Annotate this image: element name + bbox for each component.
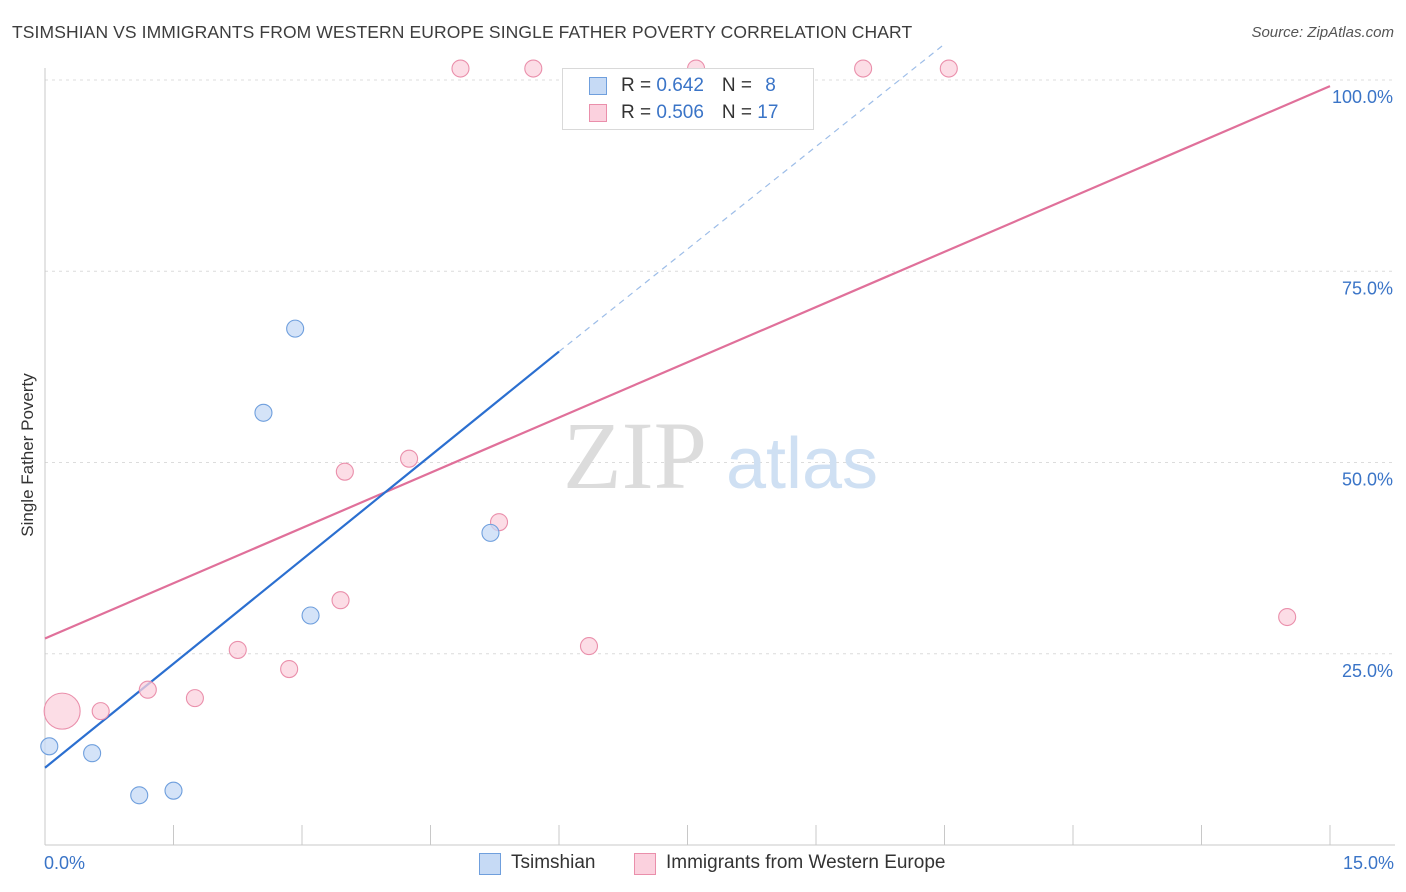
point-immigrants-5[interactable] — [280, 659, 299, 679]
y-tick-label-75: 75.0% — [1342, 278, 1393, 298]
legend-label-tsimshian: Tsimshian — [511, 852, 596, 873]
point-immigrants-4[interactable] — [228, 640, 247, 659]
point-immigrants-2[interactable] — [138, 680, 157, 699]
y-tick-label-100: 100.0% — [1332, 87, 1393, 107]
point-immigrants-11[interactable] — [451, 59, 470, 78]
series-legend: Tsimshian Immigrants from Western Europe — [0, 851, 1406, 877]
trend-lines — [44, 43, 1331, 769]
watermark-atlas: atlas — [726, 424, 878, 504]
x-tick-label-max: 15.0% — [1342, 853, 1394, 873]
point-immigrants-3[interactable] — [185, 689, 204, 708]
y-tick-label-50: 50.0% — [1342, 470, 1393, 490]
point-immigrants-0[interactable] — [43, 692, 81, 730]
point-immigrants-6[interactable] — [331, 591, 350, 610]
point-tsimshian-1[interactable] — [83, 744, 102, 763]
point-tsimshian-2[interactable] — [130, 786, 149, 805]
trend-line-tsimshian — [44, 350, 560, 769]
point-immigrants-12[interactable] — [524, 59, 543, 78]
chart-title: TSIMSHIAN VS IMMIGRANTS FROM WESTERN EUR… — [12, 22, 913, 42]
immigrants-n-value: 17 — [757, 102, 779, 123]
stats-legend: R = 0.642 N = 8 R = 0.506 N = 17 — [562, 68, 814, 130]
point-immigrants-10[interactable] — [579, 637, 599, 656]
tsimshian-r-value: 0.642 — [656, 75, 704, 96]
immigrants-swatch — [589, 104, 607, 122]
point-tsimshian-6[interactable] — [301, 606, 320, 625]
point-immigrants-8[interactable] — [400, 449, 419, 468]
source-label: Source: ZipAtlas.com — [1251, 24, 1394, 41]
legend-label-immigrants: Immigrants from Western Europe — [666, 852, 946, 873]
immigrants-stats: R = 0.506 N = 17 — [621, 102, 779, 123]
point-tsimshian-0[interactable] — [40, 737, 59, 756]
point-immigrants-14[interactable] — [854, 59, 873, 78]
trend-line-immigrants — [44, 85, 1331, 640]
point-immigrants-7[interactable] — [335, 462, 354, 481]
point-immigrants-15[interactable] — [939, 59, 958, 78]
point-immigrants-1[interactable] — [91, 702, 110, 721]
point-tsimshian-4[interactable] — [254, 403, 273, 422]
y-tick-label-25: 25.0% — [1342, 661, 1393, 681]
tsimshian-swatch — [589, 77, 607, 95]
watermark: ZIP atlas — [563, 402, 878, 509]
point-tsimshian-5[interactable] — [286, 319, 305, 338]
legend-swatch-tsimshian — [479, 853, 501, 875]
watermark-zip: ZIP — [563, 402, 707, 509]
legend-swatch-immigrants — [634, 853, 656, 875]
point-tsimshian-7[interactable] — [481, 523, 500, 542]
grid — [45, 79, 1395, 655]
trend-line-tsimshian-extension — [558, 43, 945, 353]
data-points — [40, 59, 1297, 805]
y-tick-labels: 25.0% 50.0% 75.0% 100.0% — [1332, 87, 1393, 681]
axes — [44, 68, 1395, 846]
point-immigrants-16[interactable] — [1278, 607, 1297, 627]
point-tsimshian-3[interactable] — [164, 781, 183, 800]
tsimshian-n-value: 8 — [765, 75, 776, 96]
y-axis-label: Single Father Poverty — [18, 373, 37, 537]
immigrants-r-value: 0.506 — [656, 102, 704, 123]
tsimshian-stats: R = 0.642 N = 8 — [621, 75, 776, 96]
x-tick-label-min: 0.0% — [44, 853, 86, 873]
